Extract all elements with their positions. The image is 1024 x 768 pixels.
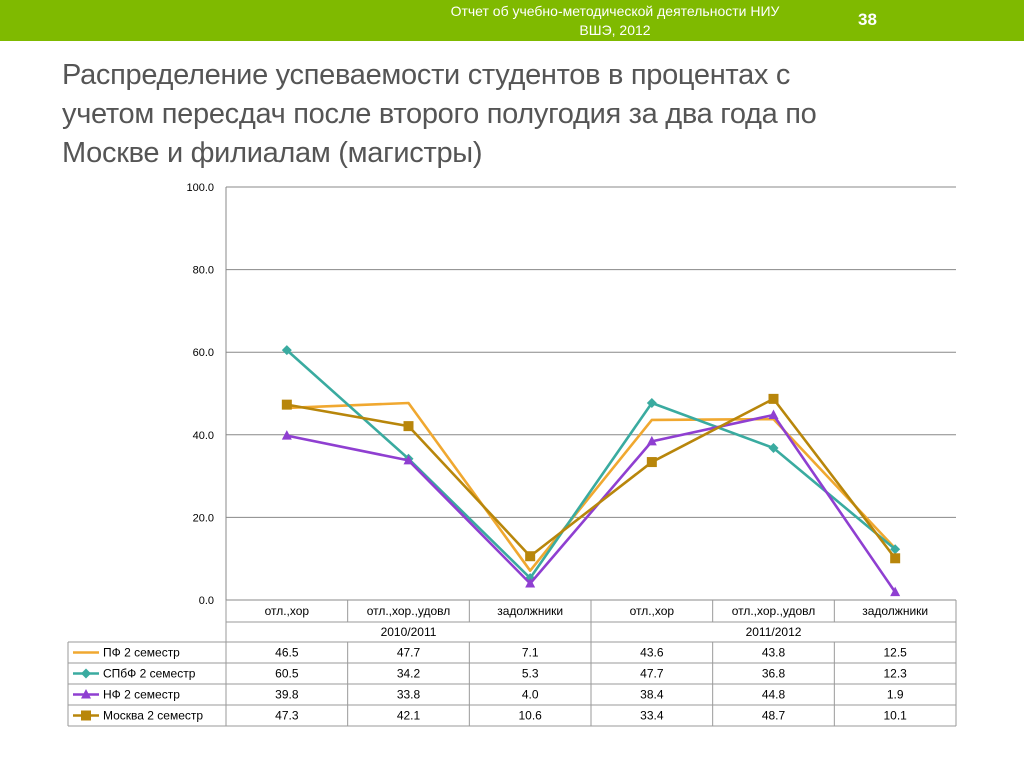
- legend-marker-triangle: [81, 689, 91, 699]
- y-tick-label: 60.0: [193, 347, 214, 359]
- series-line: [285, 349, 896, 580]
- data-point-triangle: [525, 577, 536, 588]
- data-table-value: 10.1: [883, 709, 907, 723]
- data-table-value: 1.9: [887, 688, 904, 702]
- data-point-square: [403, 421, 414, 432]
- data-table-value: 46.5: [275, 646, 299, 660]
- y-tick-label: 100.0: [186, 182, 214, 194]
- series-line: [286, 401, 897, 572]
- data-point-square: [525, 551, 536, 562]
- legend-marker-square: [81, 710, 91, 721]
- data-table-value: 48.7: [762, 709, 786, 723]
- data-point-triangle: [646, 435, 657, 446]
- legend-series-name: НФ 2 семестр: [103, 688, 180, 702]
- y-tick-label: 80.0: [193, 265, 214, 277]
- data-table-value: 4.0: [522, 688, 539, 702]
- x-category-label: задолжники: [497, 604, 563, 618]
- legend-marker-diamond: [81, 668, 91, 679]
- series-line: [286, 413, 897, 593]
- data-point-diamond: [768, 443, 779, 454]
- x-category-label: отл.,хор: [265, 604, 310, 618]
- data-point-square: [646, 457, 657, 468]
- data-point-diamond: [646, 397, 657, 408]
- slide-title: Распределение успеваемости студентов в п…: [62, 56, 962, 173]
- data-table-value: 38.4: [640, 688, 664, 702]
- x-category-label: отл.,хор.,удовл: [732, 604, 816, 618]
- data-table-value: 60.5: [275, 667, 299, 681]
- data-table-value: 33.8: [397, 688, 421, 702]
- data-table-value: 33.4: [640, 709, 664, 723]
- x-category-label: задолжники: [862, 604, 928, 618]
- report-title-line2: ВШЭ, 2012: [579, 22, 651, 38]
- data-point-triangle: [768, 409, 779, 419]
- data-point-square: [768, 393, 779, 404]
- data-table-value: 43.6: [640, 646, 664, 660]
- slide-title-line1: Распределение успеваемости студентов в п…: [62, 59, 791, 91]
- data-table-value: 42.1: [397, 709, 421, 723]
- data-table-value: 10.6: [518, 709, 542, 723]
- data-point-square: [281, 399, 292, 410]
- y-tick-label: 0.0: [199, 595, 214, 607]
- slide-title-line2: учетом пересдач после второго полугодия …: [62, 98, 817, 130]
- data-table-value: 5.3: [522, 667, 539, 681]
- data-point-triangle: [281, 430, 292, 440]
- data-table-value: 7.1: [522, 646, 539, 660]
- x-group-label: 2011/2012: [746, 625, 802, 639]
- y-tick-label: 40.0: [193, 430, 214, 442]
- data-table-value: 12.3: [883, 667, 907, 681]
- report-title-line1: Отчет об учебно-методической деятельност…: [450, 3, 780, 19]
- data-point-diamond: [890, 544, 901, 555]
- header-bar: [0, 0, 1024, 41]
- data-table-value: 34.2: [397, 667, 421, 681]
- data-point-triangle: [890, 586, 901, 597]
- report-title: Отчет об учебно-методической деятельност…: [400, 2, 830, 40]
- data-table-value: 47.3: [275, 709, 299, 723]
- data-table-value: 47.7: [640, 667, 664, 681]
- data-table-value: 36.8: [762, 667, 786, 681]
- data-point-diamond: [281, 345, 292, 356]
- data-table-value: 47.7: [397, 646, 421, 660]
- x-category-label: отл.,хор: [630, 604, 675, 618]
- data-table-value: 43.8: [762, 646, 786, 660]
- legend-series-name: ПФ 2 семестр: [103, 646, 180, 660]
- data-table-value: 44.8: [762, 688, 786, 702]
- data-table-value: 39.8: [275, 688, 299, 702]
- data-point-triangle: [403, 454, 414, 465]
- legend-series-name: Москва 2 семестр: [103, 709, 203, 723]
- slide-number: 38: [858, 10, 877, 29]
- series-line: [286, 397, 897, 560]
- slide-title-line3: Москве и филиалам (магистры): [62, 137, 483, 169]
- x-group-label: 2010/2011: [381, 625, 437, 639]
- data-table-value: 12.5: [883, 646, 907, 660]
- data-point-square: [890, 553, 901, 564]
- x-category-label: отл.,хор.,удовл: [367, 604, 451, 618]
- legend-series-name: СПбФ 2 семестр: [103, 667, 196, 681]
- y-tick-label: 20.0: [193, 512, 214, 524]
